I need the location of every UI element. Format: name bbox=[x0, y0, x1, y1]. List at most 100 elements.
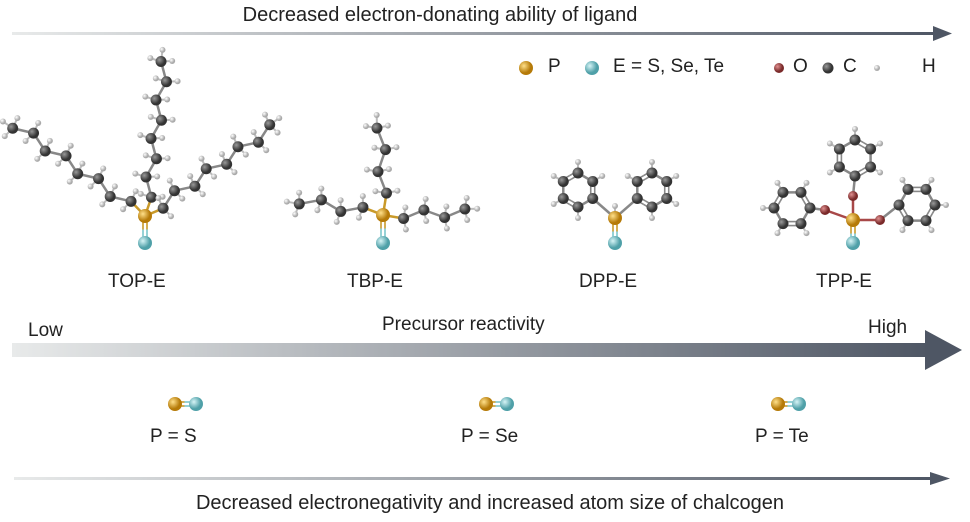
carbon-atom bbox=[189, 180, 201, 192]
hydrogen-atom bbox=[187, 173, 194, 180]
carbon-atom bbox=[833, 161, 845, 173]
hydrogen-atom bbox=[211, 173, 218, 180]
chalcogen-atom bbox=[500, 397, 514, 411]
hydrogen-atom bbox=[0, 118, 6, 125]
carbon-atom bbox=[902, 183, 914, 195]
carbon-atom bbox=[631, 193, 643, 204]
hydrogen-atom bbox=[276, 115, 283, 122]
carbon-atom bbox=[372, 166, 384, 178]
hydrogen-atom bbox=[66, 178, 73, 185]
phosphorus-atom bbox=[479, 397, 493, 411]
carbon-atom bbox=[804, 202, 816, 214]
hydrogen-atom bbox=[132, 170, 139, 177]
hydrogen-atom bbox=[362, 123, 369, 130]
hydrogen-atom bbox=[159, 134, 166, 141]
label-dpp-e: DPP-E bbox=[579, 271, 638, 292]
carbon-atom bbox=[157, 202, 169, 214]
hydrogen-atom bbox=[242, 151, 249, 158]
legend-e: E = S, Se, Te bbox=[613, 56, 725, 77]
hydrogen-atom bbox=[79, 160, 86, 167]
hydrogen-atom bbox=[35, 119, 42, 126]
legend-p-icon bbox=[519, 61, 533, 75]
carbon-atom bbox=[140, 171, 152, 183]
carbon-atom bbox=[902, 215, 914, 227]
hydrogen-atom bbox=[132, 188, 139, 195]
legend-p: P bbox=[548, 56, 561, 77]
oxygen-atom bbox=[820, 205, 830, 215]
carbon-atom bbox=[335, 205, 347, 217]
hydrogen-atom bbox=[443, 225, 450, 232]
hydrogen-atom bbox=[166, 177, 173, 184]
hydrogen-atom bbox=[803, 179, 810, 186]
hydrogen-atom bbox=[673, 173, 680, 179]
hydrogen-atom bbox=[803, 230, 810, 237]
carbon-atom bbox=[252, 136, 264, 148]
hydrogen-atom bbox=[111, 183, 118, 190]
hydrogen-atom bbox=[159, 46, 166, 53]
hydrogen-atom bbox=[174, 78, 181, 85]
hydrogen-atom bbox=[198, 155, 205, 162]
legend-c: C bbox=[843, 56, 857, 77]
carbon-atom bbox=[72, 168, 84, 180]
hydrogen-atom bbox=[152, 75, 159, 82]
carbon-atom bbox=[371, 122, 383, 134]
hydrogen-atom bbox=[333, 218, 340, 225]
carbon-atom bbox=[893, 199, 905, 211]
carbon-atom bbox=[200, 163, 212, 175]
hydrogen-atom bbox=[67, 142, 74, 149]
hydrogen-atom bbox=[826, 140, 833, 147]
carbon-atom bbox=[315, 194, 327, 206]
carbon-atom bbox=[849, 170, 861, 182]
hydrogen-atom bbox=[137, 190, 144, 197]
hydrogen-atom bbox=[877, 140, 884, 147]
hydrogen-atom bbox=[169, 116, 176, 123]
hydrogen-atom bbox=[852, 126, 858, 132]
carbon-atom bbox=[795, 186, 807, 198]
hydrogen-atom bbox=[155, 195, 162, 202]
hydrogen-atom bbox=[550, 201, 557, 207]
hydrogen-atom bbox=[575, 215, 581, 221]
carbon-atom bbox=[357, 201, 369, 213]
hydrogen-atom bbox=[168, 213, 175, 220]
hydrogen-atom bbox=[649, 159, 655, 165]
chalcogen-atom bbox=[376, 236, 390, 250]
hydrogen-atom bbox=[296, 189, 303, 196]
oxygen-atom bbox=[875, 215, 885, 225]
carbon-atom bbox=[264, 119, 276, 131]
hydrogen-atom bbox=[943, 202, 949, 208]
hydrogen-atom bbox=[899, 176, 906, 183]
hydrogen-atom bbox=[624, 173, 631, 179]
phosphorus-atom bbox=[608, 211, 622, 225]
carbon-atom bbox=[150, 153, 162, 165]
hydrogen-atom bbox=[169, 57, 176, 64]
hydrogen-atom bbox=[575, 159, 581, 165]
hydrogen-atom bbox=[443, 203, 450, 210]
carbon-atom bbox=[160, 76, 172, 88]
hydrogen-atom bbox=[154, 173, 161, 180]
carbon-atom bbox=[777, 218, 789, 230]
carbon-atom bbox=[833, 143, 845, 155]
phosphorus-atom bbox=[846, 213, 860, 227]
low-label: Low bbox=[28, 320, 63, 341]
hydrogen-atom bbox=[142, 93, 149, 100]
hydrogen-atom bbox=[55, 160, 62, 167]
hydrogen-atom bbox=[22, 137, 29, 144]
chalcogen-atom bbox=[138, 236, 152, 250]
carbon-atom bbox=[155, 114, 167, 126]
carbon-atom bbox=[155, 55, 167, 67]
hydrogen-atom bbox=[394, 187, 401, 194]
carbon-atom bbox=[646, 201, 658, 213]
label-tpp-e: TPP-E bbox=[816, 271, 872, 292]
hydrogen-atom bbox=[263, 147, 270, 154]
high-label: High bbox=[868, 317, 908, 338]
hydrogen-atom bbox=[464, 216, 471, 223]
hydrogen-atom bbox=[877, 169, 884, 176]
hydrogen-atom bbox=[318, 185, 325, 192]
carbon-atom bbox=[849, 134, 861, 146]
carbon-atom bbox=[929, 199, 941, 211]
carbon-atom bbox=[572, 201, 584, 213]
carbon-atom bbox=[104, 191, 116, 203]
hydrogen-atom bbox=[385, 166, 392, 173]
oxygen-atom bbox=[848, 191, 858, 201]
